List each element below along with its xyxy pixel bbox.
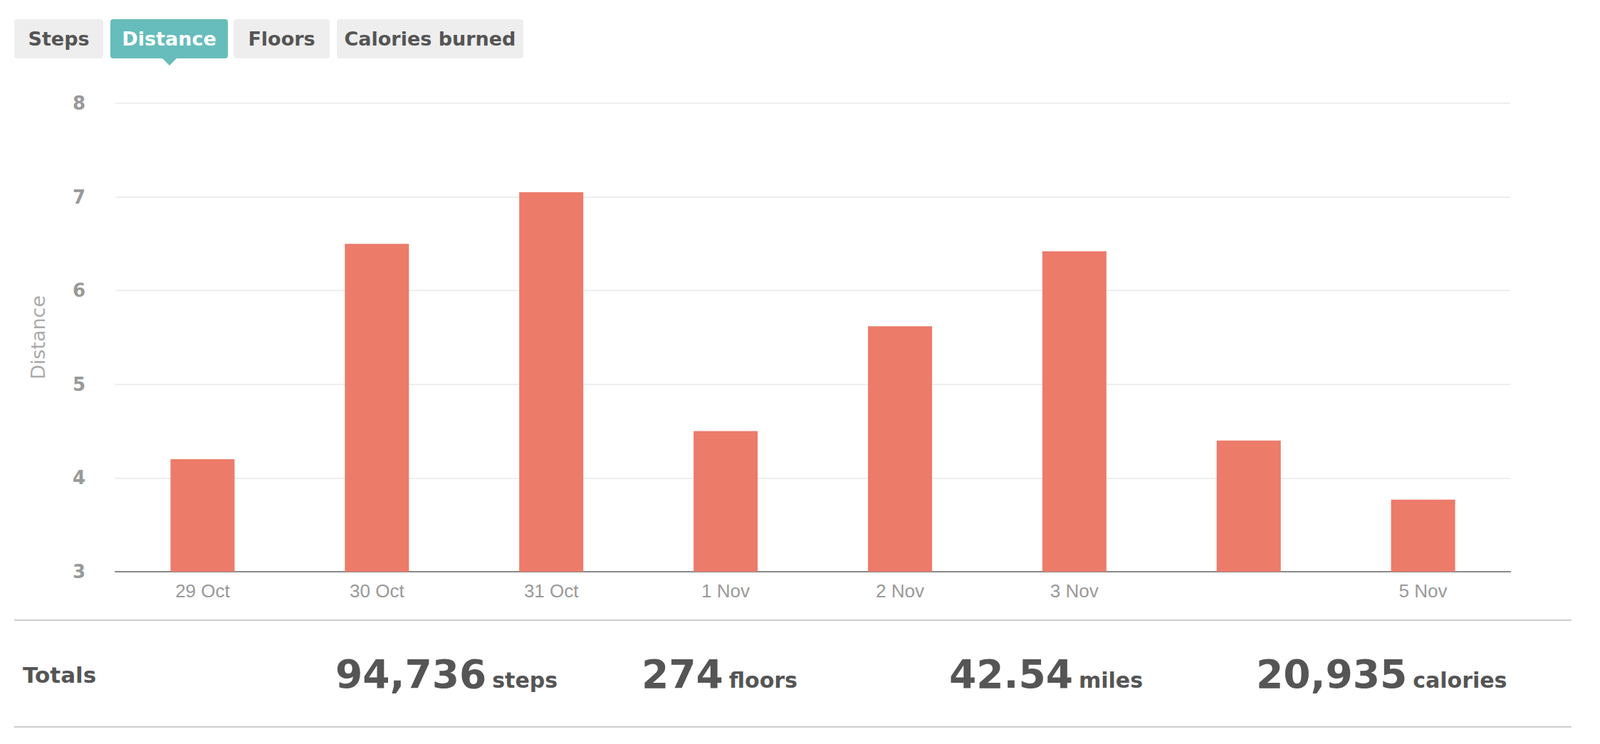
html-text:Distance: Distance (121, 27, 217, 50)
html-text:94,736steps: 94,736steps (335, 651, 558, 698)
svg-text:Distance: Distance (27, 295, 50, 380)
svg-text:3: 3 (72, 561, 86, 583)
svg-text:5 Nov: 5 Nov (1399, 580, 1448, 602)
svg-text:31 Oct: 31 Oct (524, 580, 579, 602)
svg-text:29 Oct: 29 Oct (175, 580, 230, 602)
html-text:Floors: Floors (248, 27, 316, 50)
svg-text:8: 8 (72, 92, 86, 114)
svg-text:5: 5 (72, 373, 86, 396)
svg-text:2 Nov: 2 Nov (875, 580, 925, 602)
svg-text:6: 6 (72, 279, 86, 302)
html-text:Steps: Steps (28, 27, 90, 50)
html-text:Totals: Totals (22, 662, 97, 688)
svg-text:7: 7 (72, 186, 86, 208)
svg-text:1 Nov: 1 Nov (701, 580, 750, 602)
svg-text:30 Oct: 30 Oct (349, 580, 405, 602)
html-text:Calories burned: Calories burned (344, 27, 516, 50)
html-text:20,935calories: 20,935calories (1256, 651, 1508, 698)
html-text:42.54miles: 42.54miles (949, 651, 1143, 698)
svg-text:3 Nov: 3 Nov (1050, 580, 1099, 602)
html-text:274floors: 274floors (641, 651, 798, 698)
svg-text:4: 4 (72, 467, 86, 489)
